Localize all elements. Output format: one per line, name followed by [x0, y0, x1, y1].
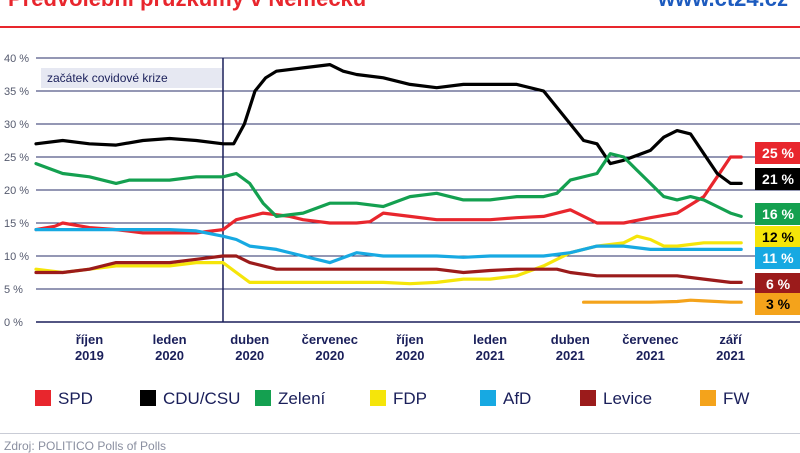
end-label-box	[755, 273, 800, 295]
legend-swatch	[35, 390, 51, 406]
series-line-levice	[34, 254, 743, 284]
legend-swatch	[370, 390, 386, 406]
end-label-box	[755, 293, 800, 315]
y-tick-label: 0 %	[4, 317, 23, 329]
end-label: 3 %	[766, 296, 791, 312]
header-divider	[0, 26, 800, 28]
x-tick-label: červenec	[302, 332, 358, 347]
x-tick-year-label: 2020	[155, 348, 184, 363]
legend-swatch	[580, 390, 596, 406]
y-tick-label: 20 %	[4, 185, 29, 197]
end-label-box	[755, 203, 800, 225]
page-title: Předvolební průzkumy v Německu	[8, 0, 366, 12]
series-line-fw	[582, 298, 743, 304]
source-note: Zdroj: POLITICO Polls of Polls	[4, 439, 167, 453]
end-label: 21 %	[762, 171, 794, 187]
end-label: 25 %	[762, 145, 794, 161]
end-label: 6 %	[766, 276, 791, 292]
legend-label: Zelení	[278, 389, 326, 408]
x-tick-year-label: 2021	[476, 348, 505, 363]
x-tick-year-label: 2021	[556, 348, 585, 363]
x-tick-label: říjen	[76, 332, 104, 347]
end-label-box	[755, 226, 800, 248]
legend-swatch	[140, 390, 156, 406]
end-label-box	[755, 168, 800, 190]
x-tick-label: červenec	[622, 332, 678, 347]
series-line-spd	[34, 155, 743, 235]
series-line-zelení	[34, 152, 743, 218]
x-tick-year-label: 2019	[75, 348, 104, 363]
y-tick-label: 40 %	[4, 53, 29, 65]
end-label: 16 %	[762, 206, 794, 222]
legend-swatch	[255, 390, 271, 406]
y-tick-label: 30 %	[4, 119, 29, 131]
x-tick-label: říjen	[396, 332, 424, 347]
legend-label: SPD	[58, 389, 93, 408]
end-label: 11 %	[762, 250, 794, 266]
legend-label: CDU/CSU	[163, 389, 240, 408]
end-label-box	[755, 142, 800, 164]
x-tick-year-label: 2020	[235, 348, 264, 363]
series-line-cdu/csu	[34, 62, 743, 185]
x-tick-year-label: 2021	[716, 348, 745, 363]
footer-divider	[0, 433, 800, 434]
y-tick-label: 35 %	[4, 86, 29, 98]
y-tick-label: 15 %	[4, 218, 29, 230]
x-tick-label: leden	[473, 332, 507, 347]
legend-label: FDP	[393, 389, 427, 408]
x-tick-label: duben	[551, 332, 590, 347]
annotation-text: začátek covidové krize	[47, 71, 168, 85]
y-tick-label: 5 %	[4, 284, 23, 296]
end-label: 12 %	[762, 229, 794, 245]
legend-label: Levice	[603, 389, 652, 408]
x-tick-year-label: 2021	[636, 348, 665, 363]
legend-label: FW	[723, 389, 749, 408]
y-tick-label: 10 %	[4, 251, 29, 263]
header: Předvolební průzkumy v Německu www.ct24.…	[0, 0, 800, 28]
legend-label: AfD	[503, 389, 531, 408]
legend-swatch	[480, 390, 496, 406]
x-tick-label: září	[719, 332, 742, 347]
x-tick-year-label: 2020	[396, 348, 425, 363]
x-tick-label: leden	[153, 332, 187, 347]
y-tick-label: 25 %	[4, 152, 29, 164]
series-line-afd	[34, 228, 743, 265]
legend-swatch	[700, 390, 716, 406]
site-url[interactable]: www.ct24.cz	[658, 0, 788, 12]
x-tick-year-label: 2020	[315, 348, 344, 363]
end-label-box	[755, 247, 800, 269]
series-line-fdp	[34, 234, 743, 286]
annotation-box	[41, 68, 222, 88]
x-tick-label: duben	[230, 332, 269, 347]
